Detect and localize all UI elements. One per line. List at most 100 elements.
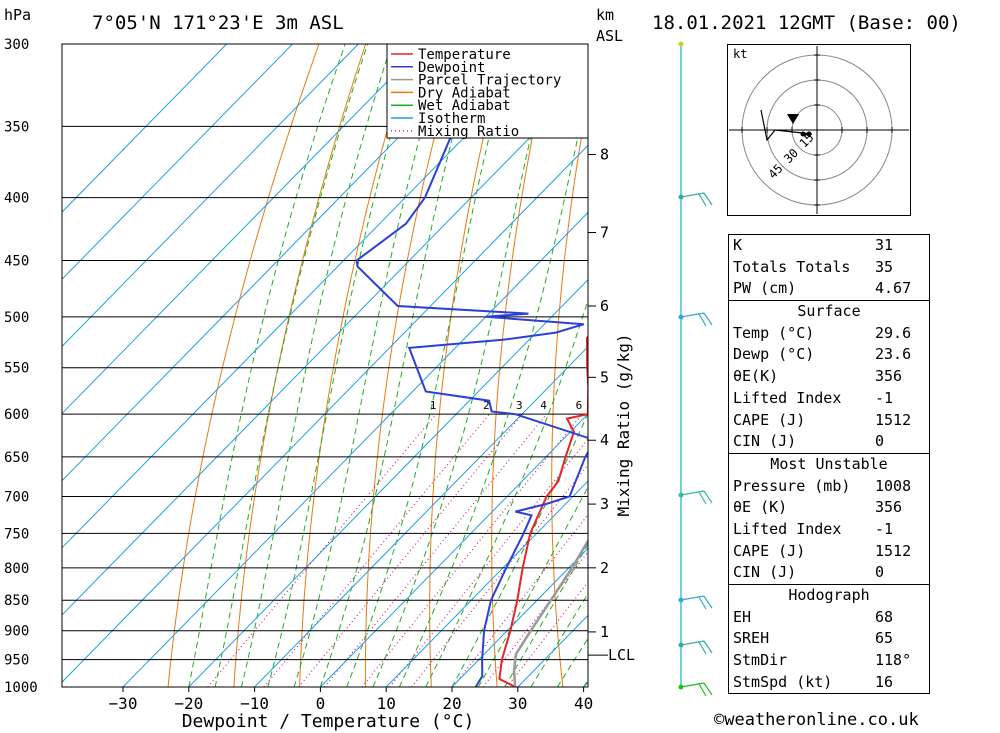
dry-adiabat-line (924, 44, 1000, 687)
pw-value: 4.67 (875, 279, 912, 298)
isotherm-line (62, 44, 359, 348)
legend-label: Wet Adiabat (418, 98, 511, 114)
temp-value: 29.6 (875, 323, 912, 342)
dry-adiabat-line (551, 97, 588, 687)
mu-thetae-label: θE (K) (733, 498, 788, 517)
pressure-label: 600 (4, 407, 29, 423)
wind-barb-flag (698, 193, 707, 207)
mixing-ratio-line (263, 413, 490, 687)
mixing-ratio-label: 1 (430, 399, 437, 412)
stmdir-value: 118° (875, 651, 912, 670)
datetime-header: 18.01.2021 12GMT (Base: 00) (652, 12, 961, 34)
isotherm-line (188, 278, 588, 687)
credit-link[interactable]: ©weatheronline.co.uk (714, 710, 919, 730)
wind-barb-flag (703, 312, 713, 326)
isotherm-line (62, 144, 588, 683)
temp-tick-label: 10 (377, 694, 396, 713)
wind-barb-flag (703, 682, 713, 696)
pressure-label: 850 (4, 593, 29, 609)
isotherm-line (62, 44, 425, 415)
km-label: km (596, 6, 614, 24)
temp-tick-label: −10 (240, 694, 269, 713)
mixing-ratio-label: 3 (516, 399, 523, 412)
dewpoint-profile (355, 44, 588, 687)
cape-label: CAPE (J) (733, 410, 806, 429)
isotherm-line (385, 480, 588, 687)
sreh-label: SREH (733, 629, 770, 648)
eh-label: EH (733, 607, 752, 626)
isotherm-line (451, 547, 588, 687)
temp-tick-label: −20 (174, 694, 203, 713)
mixing-ratio-line (452, 513, 588, 687)
pw-label: PW (cm) (733, 279, 797, 298)
wind-barb-flag (703, 640, 713, 654)
mu-cin-value: 0 (875, 563, 885, 582)
wind-barb (680, 490, 705, 496)
pressure-label: 1000 (4, 680, 38, 696)
km-tick-label: 8 (600, 146, 609, 164)
wind-barb (680, 192, 705, 198)
pressure-label: 950 (4, 653, 29, 669)
mu-li-label: Lifted Index (733, 519, 842, 538)
isotherm-line (62, 77, 588, 616)
wet-adiabat-line (214, 44, 369, 687)
hodograph-dot (806, 131, 812, 137)
wind-barb (680, 640, 705, 646)
x-axis-label: Dewpoint / Temperature (°C) (182, 711, 475, 732)
pressure-label: 650 (4, 450, 29, 466)
isotherm-line (254, 346, 588, 687)
wind-barb-flag (703, 595, 713, 609)
wind-barb-flag (703, 490, 713, 504)
wet-adiabat-line (398, 88, 588, 687)
isotherm-line (320, 413, 588, 687)
stmdir-label: StmDir (733, 651, 788, 670)
mixing-ratio-label: 6 (576, 399, 583, 412)
pressure-label: 700 (4, 490, 29, 506)
cape-value: 1512 (875, 410, 912, 429)
wet-adiabat-line (188, 44, 346, 687)
dewp-label: Dewp (°C) (733, 345, 815, 364)
mu-pressure-value: 1008 (875, 476, 912, 495)
wet-adiabat-line (451, 412, 588, 687)
isotherm-line (62, 44, 491, 482)
km-tick-label: 1 (600, 623, 609, 641)
isotherm-line (62, 44, 557, 549)
dry-adiabat-line (167, 44, 320, 687)
pressure-label: 400 (4, 191, 29, 207)
pressure-label: 800 (4, 561, 29, 577)
wind-barb (680, 312, 705, 318)
km-tick-label: 5 (600, 368, 609, 386)
temp-tick-label: −30 (109, 694, 138, 713)
km-tick-label: 4 (600, 431, 609, 449)
temp-tick-label: 40 (574, 694, 593, 713)
parcel-trajectory-profile (512, 538, 588, 687)
legend-label: Dewpoint (418, 60, 485, 76)
pressure-label: 750 (4, 526, 29, 542)
eh-value: 68 (875, 607, 894, 626)
hodograph-title: Hodograph (788, 586, 870, 604)
stmspd-label: StmSpd (kt) (733, 672, 833, 691)
legend-box (386, 43, 589, 139)
wet-adiabat-line (372, 44, 553, 687)
mixing-ratio-line (389, 438, 588, 687)
wind-barb-flag (698, 313, 707, 327)
temp-tick-label: 20 (442, 694, 461, 713)
mixing-ratio-label: 15 (658, 399, 671, 412)
cin-value: 0 (875, 432, 885, 451)
mixing-ratio-line (361, 413, 583, 687)
plot-frame (61, 43, 589, 688)
li-value: -1 (875, 388, 894, 407)
temp-tick-label: 0 (316, 694, 326, 713)
wind-barb-flag (698, 596, 707, 610)
mu-thetae-value: 356 (875, 498, 903, 517)
hodograph-unit-label: kt (733, 47, 747, 61)
hpa-label: hPa (4, 6, 31, 24)
mu-li-value: -1 (875, 519, 894, 538)
sreh-value: 65 (875, 629, 894, 648)
isotherm-line (62, 44, 228, 213)
mixing-ratio-label: 25 (709, 399, 722, 412)
tt-value: 35 (875, 257, 894, 276)
li-label: Lifted Index (733, 388, 842, 407)
isotherm-line (122, 211, 588, 687)
